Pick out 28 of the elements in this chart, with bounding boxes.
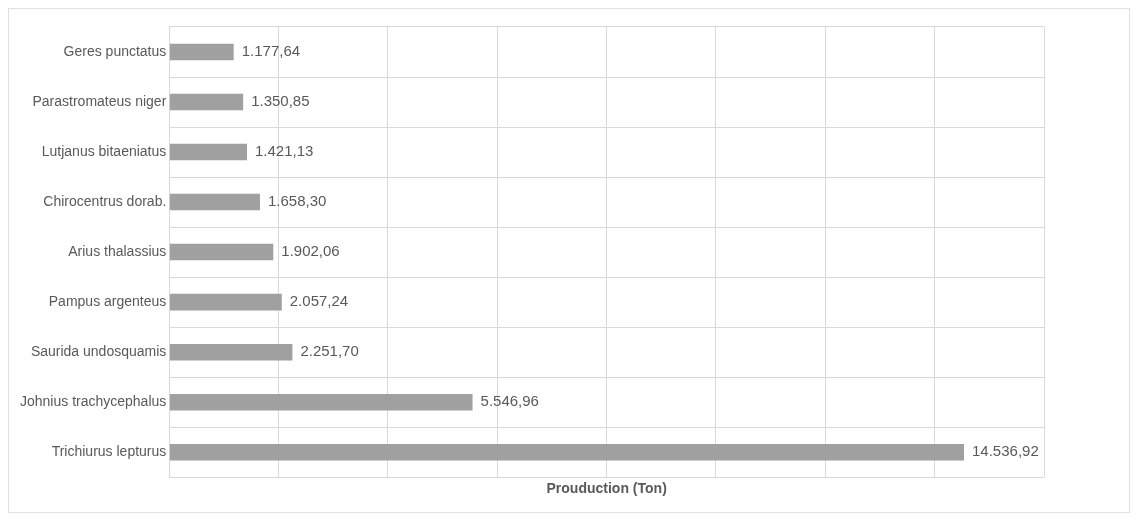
x-axis-title: Prouduction (Ton) [546, 480, 667, 497]
data-label: 2.251,70 [300, 342, 359, 360]
y-tick-label: Arius thalassius [68, 242, 167, 259]
y-tick-label: Lutjanus bitaeniatus [41, 142, 167, 159]
bar [169, 243, 274, 261]
bar [169, 343, 293, 361]
bar [169, 143, 247, 161]
y-tick-label: Geres punctatus [63, 42, 167, 59]
bar [169, 193, 260, 211]
y-tick-label: Chirocentrus dorab. [43, 192, 167, 209]
bar [169, 393, 473, 411]
bar [169, 93, 244, 111]
data-label: 5.546,96 [480, 392, 539, 410]
y-tick-label: Saurida undosquamis [30, 343, 167, 359]
data-label: 2.057,24 [289, 292, 349, 310]
y-tick-label: Parastromateus niger [32, 92, 167, 109]
data-label: 1.177,64 [241, 42, 301, 60]
y-tick-label: Johnius trachycephalus [20, 393, 167, 410]
bar [169, 293, 282, 311]
y-tick-label: Trichiurus lepturus [51, 443, 167, 460]
data-label: 1.421,13 [255, 142, 314, 160]
data-label: 14.536,92 [972, 442, 1039, 460]
y-tick-label: Pampus argenteus [48, 292, 167, 309]
data-label: 1.902,06 [281, 242, 340, 260]
data-label: 1.658,30 [267, 192, 327, 210]
bar [169, 43, 234, 61]
data-label: 1.350,85 [251, 92, 310, 110]
bar [169, 443, 965, 461]
